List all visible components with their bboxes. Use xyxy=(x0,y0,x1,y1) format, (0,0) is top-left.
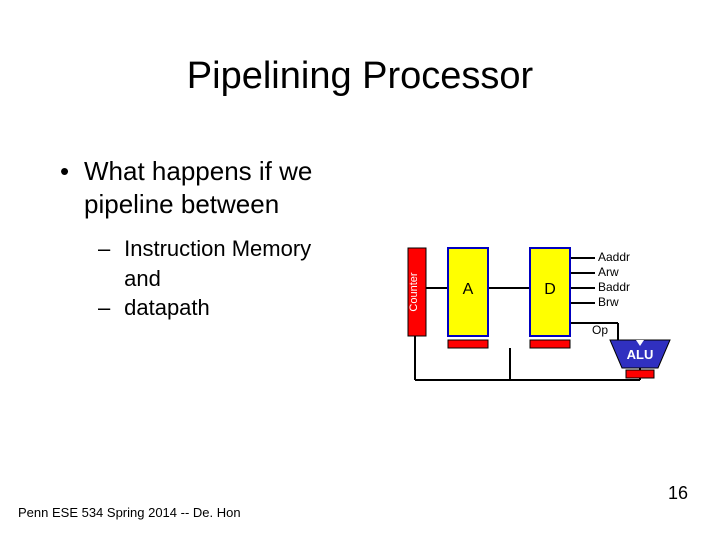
sub-item-1: – Instruction Memory xyxy=(98,235,311,263)
slide-title: Pipelining Processor xyxy=(0,55,720,98)
sig-aaddr: Aaddr xyxy=(598,250,630,264)
sub-bullet-list: – Instruction Memory and – datapath xyxy=(98,235,311,324)
bullet-line1: What happens if we xyxy=(84,156,312,186)
processor-diagram: Counter A D Aaddr Arw Baddr Brw Op ALU xyxy=(400,228,700,388)
sub2: datapath xyxy=(124,295,210,320)
alu-label: ALU xyxy=(627,347,654,362)
main-bullet: •What happens if we pipeline between xyxy=(60,155,312,220)
page-number: 16 xyxy=(668,483,688,504)
bullet-spacer xyxy=(60,188,84,221)
a-block-label: A xyxy=(463,281,474,298)
sig-brw: Brw xyxy=(598,295,619,309)
counter-label: Counter xyxy=(408,272,420,311)
sub-item-1b: and xyxy=(98,265,311,293)
sub1-line1: Instruction Memory xyxy=(124,236,311,261)
d-block-label: D xyxy=(544,281,556,298)
footer-text: Penn ESE 534 Spring 2014 -- De. Hon xyxy=(18,505,241,520)
sig-baddr: Baddr xyxy=(598,280,630,294)
sig-arw: Arw xyxy=(598,265,619,279)
bullet-dot: • xyxy=(60,155,84,188)
bullet-line2: pipeline between xyxy=(84,189,279,219)
op-label: Op xyxy=(592,323,608,337)
sub-item-2: – datapath xyxy=(98,294,311,322)
sub1-line2: and xyxy=(124,266,161,291)
